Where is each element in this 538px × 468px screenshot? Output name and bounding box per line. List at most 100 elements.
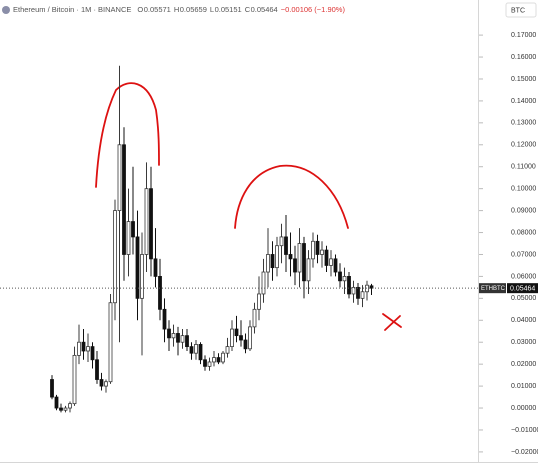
candle-body [185,335,189,348]
candle-body [252,308,257,328]
y-tick-label: 0.14000 [511,98,536,105]
annotation-drawing [95,82,402,331]
ohlc-value: 0.05464 [251,5,278,14]
candle-body [135,236,140,299]
candle-body [311,240,315,260]
candle-body [77,341,81,356]
y-tick-label: 0.13000 [511,120,536,127]
symbol-icon [2,6,10,14]
y-tick-label: −0.01000 [511,427,538,434]
candle-body [216,357,221,363]
candle-body [239,335,243,341]
candle-body [68,403,72,409]
candle-body [81,341,86,352]
candle-body [279,236,284,247]
drawn-arc [234,164,349,229]
candle-body [99,379,104,387]
candle-body [149,188,153,260]
candle-body [90,346,95,361]
candle-body [194,344,198,354]
candle-body [324,249,329,266]
candle-body [297,243,302,273]
candle-body [248,326,252,350]
candle-body [122,144,126,255]
candle-body [108,302,113,383]
y-tick-label: −0.02000 [511,449,538,456]
candle-body [171,333,176,339]
ohlc-value: 0.05571 [144,5,171,14]
candle-body [293,258,297,273]
candle-body [72,354,77,405]
y-tick-label: 0.05000 [511,295,536,302]
candle-body [315,240,320,255]
candle-body [167,328,171,339]
y-tick-label: 0.09000 [511,207,536,214]
ohlc-change: −0.00106 (−1.90%) [281,5,346,14]
y-tick-label: 0.12000 [511,142,536,149]
candle-body [104,381,108,387]
candle-body [342,276,347,282]
last-price-tag [507,283,538,294]
candle-body [329,258,333,266]
candle-body [203,359,207,367]
candle-body [347,276,351,295]
candle-body [351,286,356,295]
candle-body [306,258,311,282]
ohlc-value: 0.05659 [180,5,207,14]
ohlc-letter: O [137,5,143,14]
y-tick-label: 0.16000 [511,54,536,61]
y-tick-label: 0.17000 [511,32,536,39]
candle-body [261,271,266,295]
candle-body [320,249,324,255]
symbol-tag-label: ETHBTC [481,286,506,292]
y-tick-label: 0.03000 [511,339,536,346]
currency-label: BTC [511,7,525,14]
candle-body [63,407,68,411]
currency-dropdown[interactable] [505,2,537,18]
candle-body [113,210,117,304]
y-tick-label: 0.10000 [511,186,536,193]
candle-body [234,328,239,337]
candle-body [50,379,54,398]
y-tick-label: 0.15000 [511,76,536,83]
candle-body [230,328,234,348]
candle-body [270,254,275,269]
drawn-arc [95,82,160,188]
ohlc-letter: L [210,5,214,14]
ohlc-letter: C [245,5,251,14]
candle-body [288,254,293,260]
candle-body [198,344,203,361]
candle-body [189,346,194,354]
candle-body [176,333,180,343]
candle-body [54,396,59,409]
candle-body [140,254,144,299]
candle-body [180,335,185,343]
candle-body [221,352,225,363]
candle-body [162,308,167,330]
y-tick-label: 0.11000 [511,164,536,171]
candle-body [59,407,63,411]
symbol-tag [479,283,506,294]
symbol-title: Ethereum / Bitcoin · 1M · BINANCE [13,5,131,14]
y-tick-label: 0.07000 [511,251,536,258]
candle-body [126,221,131,255]
candle-body [212,357,216,363]
candle-body [243,339,248,350]
candle-body [338,271,342,282]
candle-body [131,221,135,238]
candle-body [257,293,261,310]
candle-body [333,258,338,273]
candle-body [360,291,365,299]
y-tick-label: 0.01000 [511,383,536,390]
candle-body [95,359,99,380]
candle-body [207,361,212,367]
candle-body [86,346,90,352]
candle-body [284,236,288,255]
candle-body [144,188,149,255]
ohlc-letter: H [174,5,179,14]
y-tick-label: 0.06000 [511,273,536,280]
y-tick-label: 0.08000 [511,229,536,236]
last-price-label: 0.05464 [510,286,535,293]
candle-body [225,346,230,354]
